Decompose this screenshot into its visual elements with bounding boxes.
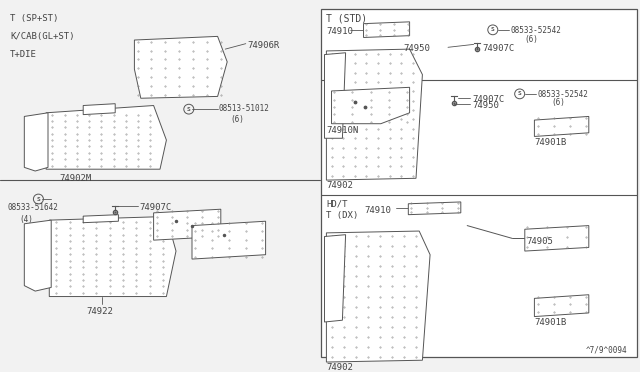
Text: 74950: 74950: [403, 44, 430, 54]
Text: 08533-51642: 08533-51642: [8, 203, 58, 212]
Text: 74910: 74910: [326, 27, 353, 36]
Text: S: S: [518, 92, 522, 96]
Polygon shape: [534, 116, 589, 137]
Text: 08513-51012: 08513-51012: [219, 104, 269, 113]
Text: (4): (4): [19, 215, 33, 224]
Text: 74907C: 74907C: [472, 94, 504, 104]
Polygon shape: [192, 221, 266, 259]
Polygon shape: [326, 231, 430, 362]
Text: HD/T: HD/T: [326, 199, 348, 208]
Text: 74906R: 74906R: [247, 41, 279, 50]
Text: 08533-52542: 08533-52542: [510, 26, 561, 35]
Text: (6): (6): [230, 115, 244, 124]
Text: S: S: [36, 196, 40, 202]
Polygon shape: [332, 87, 410, 124]
Polygon shape: [408, 202, 461, 215]
Polygon shape: [24, 220, 51, 291]
Text: 74905: 74905: [526, 237, 553, 246]
Text: 74950: 74950: [472, 101, 499, 110]
Polygon shape: [134, 36, 227, 98]
Polygon shape: [534, 295, 589, 317]
Polygon shape: [364, 22, 410, 38]
Text: T+DIE: T+DIE: [10, 50, 37, 59]
Polygon shape: [46, 106, 166, 169]
Text: T (STD): T (STD): [326, 14, 367, 24]
Polygon shape: [83, 104, 115, 115]
Polygon shape: [525, 225, 589, 251]
Polygon shape: [83, 215, 118, 223]
Text: S: S: [491, 27, 495, 32]
Text: T (SP+ST): T (SP+ST): [10, 14, 59, 23]
Text: 74901B: 74901B: [534, 318, 566, 327]
Text: ^7/9^0094: ^7/9^0094: [586, 346, 627, 355]
Polygon shape: [154, 209, 221, 240]
Text: 74902M: 74902M: [59, 174, 91, 183]
Polygon shape: [24, 113, 48, 171]
Polygon shape: [326, 49, 422, 180]
Text: 74910: 74910: [365, 206, 392, 215]
Text: 74902: 74902: [326, 363, 353, 372]
Text: T (DX): T (DX): [326, 211, 358, 220]
Text: 74910N: 74910N: [326, 125, 358, 135]
Text: 74907C: 74907C: [140, 203, 172, 212]
Text: K/CAB(GL+ST): K/CAB(GL+ST): [10, 32, 75, 41]
Bar: [321, 9, 637, 357]
Text: 74922: 74922: [86, 307, 113, 316]
Text: S: S: [187, 107, 191, 112]
Text: (6): (6): [552, 98, 566, 107]
Polygon shape: [324, 53, 346, 138]
Text: 74907C: 74907C: [482, 44, 514, 54]
Text: (6): (6): [525, 35, 539, 44]
Text: 74902: 74902: [326, 181, 353, 190]
Polygon shape: [49, 217, 176, 296]
Polygon shape: [324, 235, 346, 322]
Text: 74901B: 74901B: [534, 138, 566, 147]
Text: 08533-52542: 08533-52542: [538, 90, 588, 99]
